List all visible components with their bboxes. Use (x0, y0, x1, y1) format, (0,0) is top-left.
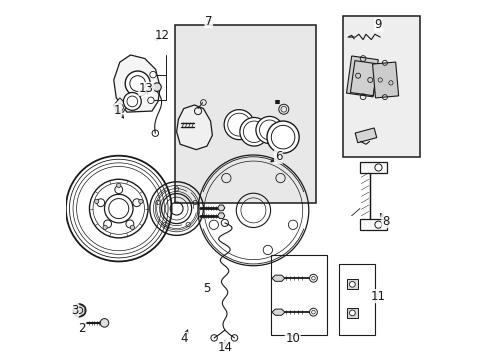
Text: 3: 3 (71, 304, 79, 317)
Text: 8: 8 (381, 215, 388, 228)
Bar (346, 308, 357, 318)
Circle shape (116, 183, 121, 188)
Text: 4: 4 (180, 333, 187, 346)
Polygon shape (271, 309, 285, 315)
Bar (175, 24, 315, 203)
Polygon shape (346, 56, 378, 97)
Circle shape (147, 97, 154, 104)
Circle shape (309, 308, 317, 316)
Text: 1: 1 (114, 104, 121, 117)
Circle shape (349, 282, 354, 287)
Bar (271, 255, 326, 336)
Text: 2: 2 (78, 322, 85, 335)
Circle shape (152, 83, 161, 91)
Bar (346, 279, 357, 289)
Circle shape (255, 116, 283, 144)
Text: 12: 12 (155, 29, 169, 42)
Circle shape (266, 121, 299, 153)
Circle shape (139, 199, 142, 203)
Polygon shape (176, 105, 212, 150)
Circle shape (123, 93, 141, 111)
Circle shape (374, 164, 381, 171)
Text: 14: 14 (217, 341, 232, 354)
Circle shape (73, 304, 86, 317)
Circle shape (349, 310, 354, 316)
Polygon shape (354, 128, 376, 143)
Polygon shape (359, 162, 386, 230)
Text: 6: 6 (274, 150, 282, 163)
Circle shape (100, 319, 108, 327)
Circle shape (125, 71, 150, 96)
Circle shape (130, 225, 134, 230)
Polygon shape (217, 205, 224, 211)
Polygon shape (217, 213, 224, 219)
Polygon shape (114, 55, 160, 112)
Text: 5: 5 (203, 283, 210, 296)
Polygon shape (271, 275, 285, 281)
Text: 9: 9 (374, 18, 382, 31)
Circle shape (94, 199, 99, 203)
Circle shape (103, 225, 107, 230)
Text: 7: 7 (204, 14, 212, 27)
Polygon shape (114, 98, 127, 112)
Circle shape (149, 71, 156, 78)
Bar (342, 16, 419, 157)
Bar (339, 264, 374, 336)
Circle shape (374, 221, 381, 228)
Text: 10: 10 (285, 333, 300, 346)
Text: 13: 13 (139, 82, 153, 95)
Circle shape (309, 274, 317, 282)
Text: 11: 11 (370, 289, 385, 303)
Polygon shape (372, 62, 398, 98)
Circle shape (240, 117, 268, 146)
Circle shape (224, 110, 254, 140)
